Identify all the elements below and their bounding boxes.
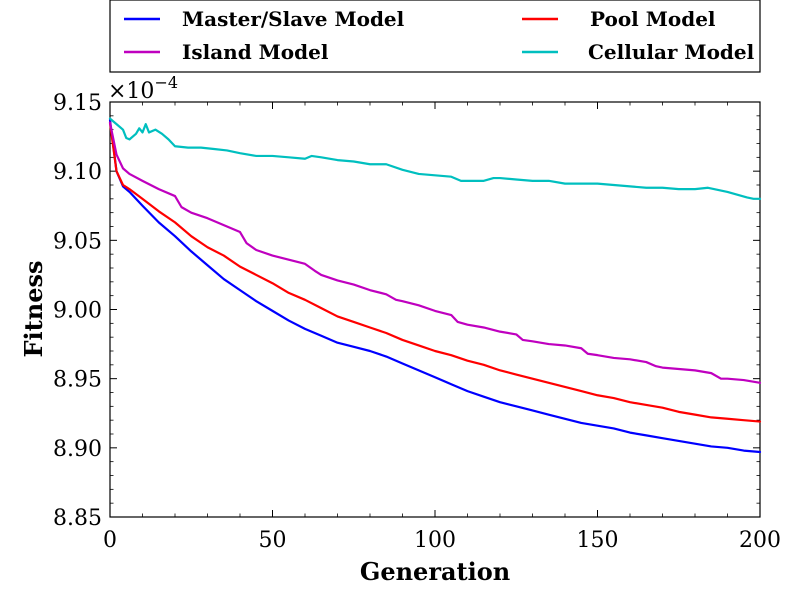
y-scale-base: ×10 [108, 79, 154, 104]
series-cellular-line [108, 117, 762, 200]
legend-box [109, 0, 761, 73]
x-tick-label: 150 [577, 528, 619, 553]
x-tick-label: 0 [103, 528, 117, 553]
y-tick-label: 8.95 [53, 368, 102, 393]
series-lines [108, 117, 762, 454]
legend: Master/Slave Model Pool Model Island Mod… [109, 0, 761, 73]
legend-label-island: Island Model [182, 40, 329, 64]
series-island-line [108, 121, 762, 384]
y-tick-label: 8.90 [53, 437, 102, 462]
legend-label-master-slave: Master/Slave Model [182, 7, 405, 31]
x-tick-label: 200 [739, 528, 781, 553]
y-tick-label: 8.85 [53, 506, 102, 531]
legend-label-cellular: Cellular Model [588, 40, 755, 64]
tick-labels: 0 50 100 150 200 8.85 8.90 8.95 9.00 9.05 9.10 9.15 [53, 91, 781, 553]
y-axis-title: Fitness [19, 261, 48, 358]
x-tick-label: 100 [414, 528, 456, 553]
y-tick-label: 9.10 [53, 160, 102, 185]
series-pool-line [108, 121, 762, 423]
axis-ticks [109, 101, 761, 518]
y-tick-label: 9.00 [53, 299, 102, 324]
x-tick-label: 50 [259, 528, 287, 553]
y-scale-offset-label: ×10−4 [108, 73, 178, 104]
legend-label-pool: Pool Model [590, 7, 716, 31]
y-tick-label: 9.05 [53, 229, 102, 254]
x-axis-title: Generation [360, 557, 510, 586]
plot-area [109, 101, 761, 518]
y-tick-label: 9.15 [53, 91, 102, 116]
y-scale-exponent: −4 [154, 73, 178, 92]
series-master-slave-line [108, 118, 762, 454]
